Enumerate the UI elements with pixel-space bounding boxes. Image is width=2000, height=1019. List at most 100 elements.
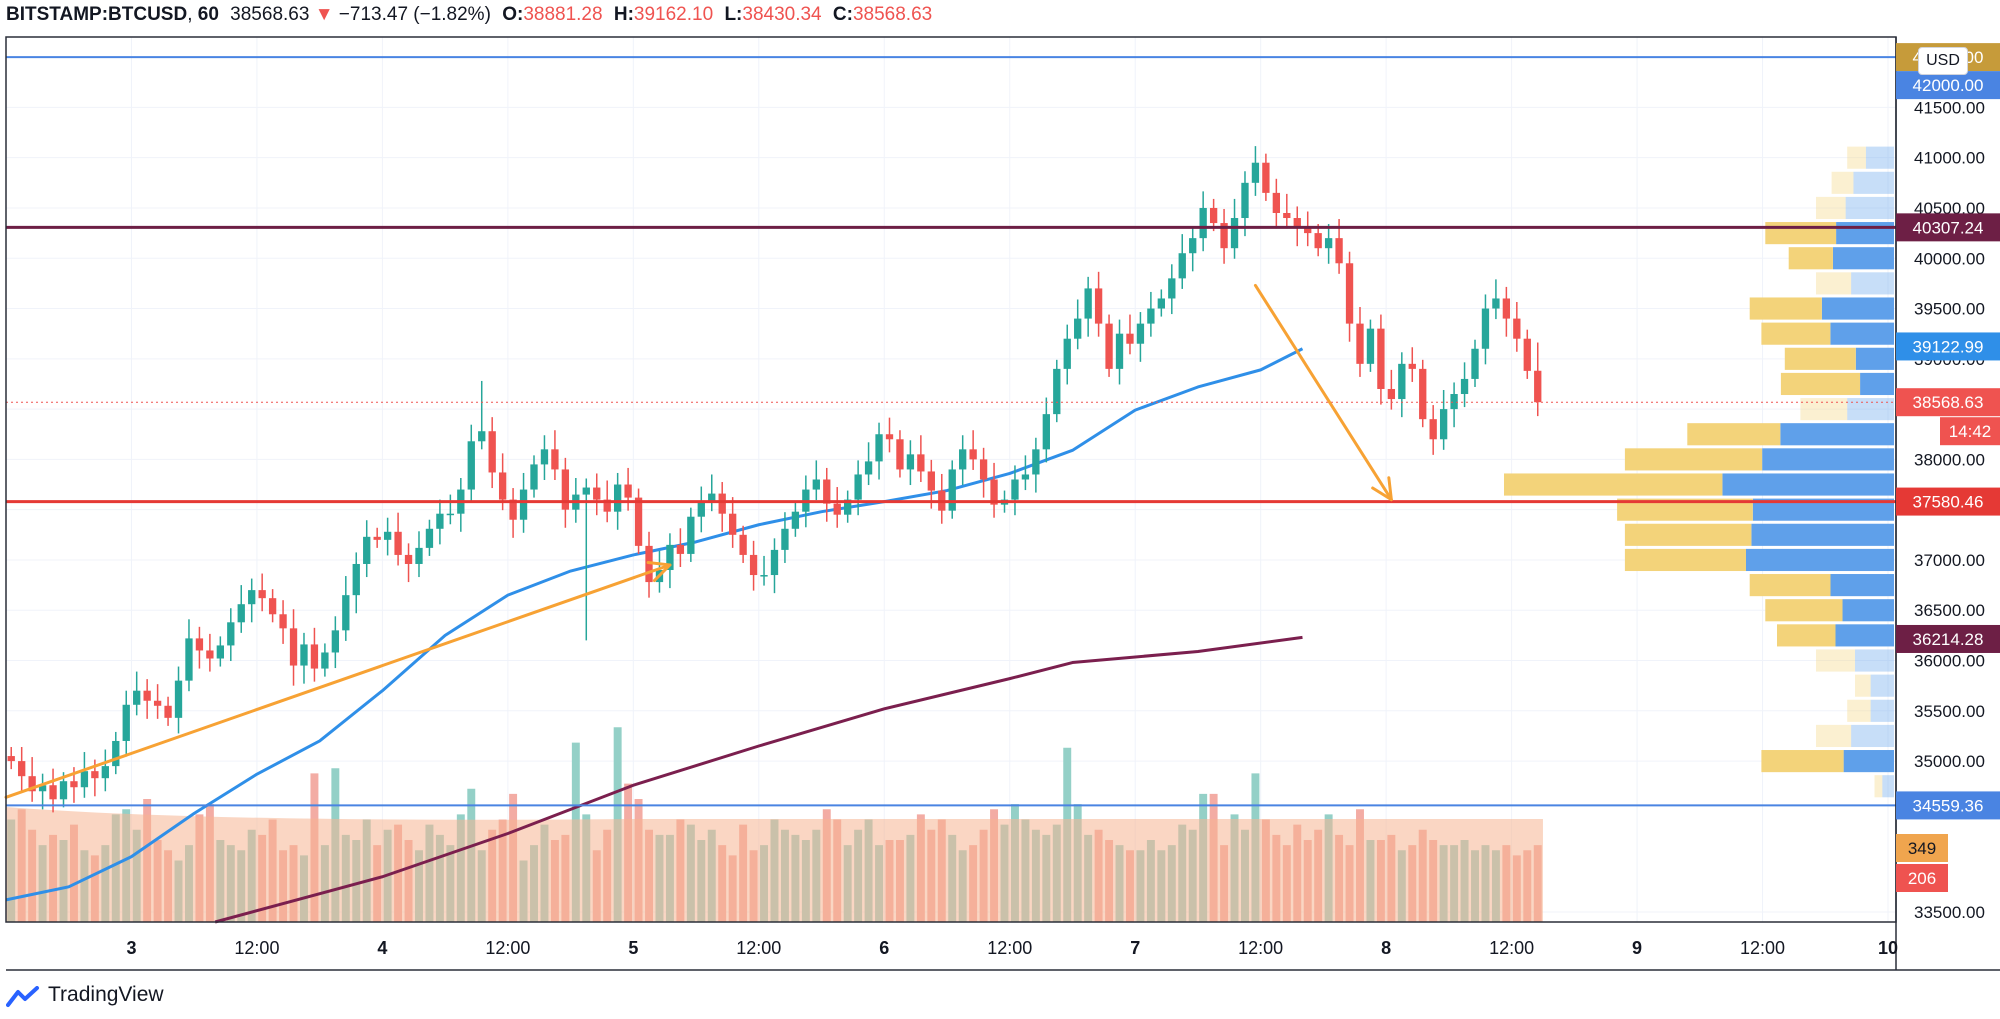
volume-profile-up <box>1855 347 1894 370</box>
candle-body <box>760 575 768 577</box>
volume-profile-up <box>1843 750 1894 773</box>
candle-body <box>812 479 820 490</box>
candle-body <box>864 461 873 475</box>
price-tick-label: 41000.00 <box>1914 149 1985 168</box>
volume-profile-down <box>1800 398 1848 421</box>
candle-body <box>7 756 15 762</box>
candle-body <box>1419 368 1427 420</box>
candle-body <box>1063 338 1071 369</box>
candle-body <box>739 534 747 555</box>
candle-body <box>896 439 904 470</box>
time-tick-label: 10 <box>1878 938 1898 958</box>
candle-body <box>1147 308 1155 324</box>
candle-body <box>122 704 130 741</box>
time-tick-label: 12:00 <box>1740 938 1785 958</box>
candle-body <box>906 454 915 470</box>
volume-profile-down <box>1765 222 1837 245</box>
candle-body <box>718 493 726 514</box>
candle-body <box>1094 288 1103 324</box>
trend-arrows[interactable] <box>4 283 1393 799</box>
candle-body <box>195 638 204 651</box>
candle-body <box>1178 253 1186 279</box>
horizontal-levels[interactable] <box>6 56 1896 807</box>
trend-arrow-head <box>646 560 672 583</box>
volume-profile-down <box>1624 548 1746 572</box>
candle-body <box>697 500 705 517</box>
candle-body <box>133 690 141 705</box>
volume-profile-up <box>1762 448 1894 471</box>
time-tick-label: 12:00 <box>987 938 1032 958</box>
volume-profile-down <box>1761 750 1844 773</box>
candle-body <box>373 536 381 540</box>
volume-profile-down <box>1504 473 1723 496</box>
price-tick-label: 33500.00 <box>1914 903 1985 922</box>
volume-profile-up <box>1751 523 1894 546</box>
price-label-box <box>1896 624 2000 653</box>
time-tick-label: 12:00 <box>234 938 279 958</box>
candle-body <box>530 464 538 490</box>
candle-body <box>18 761 26 777</box>
volume-profile-down <box>1687 423 1781 446</box>
candle-body <box>1324 238 1333 249</box>
time-tick-label: 8 <box>1381 938 1391 958</box>
candle-body <box>112 740 120 767</box>
volume-bars <box>6 727 1543 922</box>
volume-label-box <box>1896 864 1948 892</box>
candle-body <box>969 449 977 460</box>
candle-body <box>331 630 340 653</box>
price-tick-label: 36500.00 <box>1914 601 1985 620</box>
candle-body <box>1481 308 1490 349</box>
time-axis[interactable]: 3 12:00 4 12:00 5 12:00 6 12:00 7 12:00 8 12:00 9 12:… <box>126 938 1898 958</box>
candle-body <box>948 469 956 511</box>
price-axis-labels: 42000.0042000.0040307.2439122.9938568.63… <box>1896 43 2000 892</box>
candle-body <box>1366 328 1375 364</box>
candle-body <box>1042 414 1050 450</box>
brand-name: TradingView <box>48 983 164 1006</box>
candle-body <box>1199 207 1207 239</box>
candle-body <box>394 531 402 555</box>
interval-label[interactable]: 60 <box>197 4 219 25</box>
candle-body <box>729 513 737 535</box>
candle-body <box>488 431 496 473</box>
symbol-name[interactable]: BITSTAMP:BTCUSD <box>6 4 188 25</box>
price-tick-label: 35500.00 <box>1914 702 1985 721</box>
candle-body <box>310 644 319 669</box>
volume-profile-up <box>1855 649 1894 672</box>
volume-profile-up <box>1780 423 1894 446</box>
volume-profile-up <box>1853 171 1894 194</box>
candle-body <box>708 493 716 501</box>
candle-body <box>749 554 758 576</box>
candle-body <box>1502 298 1511 319</box>
price-label-text: 34559.36 <box>1913 796 1984 815</box>
candle-body <box>216 645 224 659</box>
candle-body <box>666 544 674 571</box>
candle-body <box>164 705 172 718</box>
volume-profile-up <box>1865 146 1894 169</box>
candle-body <box>300 644 308 666</box>
volume-profile-down <box>1855 674 1871 697</box>
candle-body <box>582 487 590 495</box>
candle-body <box>342 595 350 631</box>
candle-body <box>1283 212 1291 219</box>
candle-body <box>1115 333 1124 369</box>
volume-profile-down <box>1780 372 1861 396</box>
candle-body <box>624 484 632 498</box>
volume-profile-down <box>1847 699 1871 722</box>
volume-profile-down <box>1831 171 1854 194</box>
last-price: 38568.63 <box>230 4 310 25</box>
price-label-text: 40307.24 <box>1913 218 1984 237</box>
candle-body <box>1534 370 1542 403</box>
low-key: L: <box>724 4 743 25</box>
time-tick-label: 12:00 <box>1489 938 1534 958</box>
candle-body <box>279 614 287 629</box>
candle-body <box>1189 238 1197 254</box>
volume-label-text: 206 <box>1908 869 1936 888</box>
volume-profile-down <box>1874 775 1883 798</box>
currency-button[interactable]: USD <box>1918 47 1968 75</box>
candle-body <box>1126 333 1134 344</box>
volume-profile-up <box>1860 372 1894 396</box>
candle-body <box>540 449 549 465</box>
price-axis[interactable]: 33500.00 35000.00 35500.00 36000.00 36500.00… <box>1914 48 1985 922</box>
candlesticks[interactable] <box>7 146 1542 813</box>
